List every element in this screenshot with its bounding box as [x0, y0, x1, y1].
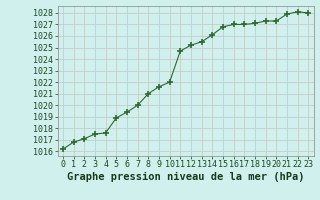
X-axis label: Graphe pression niveau de la mer (hPa): Graphe pression niveau de la mer (hPa) [67, 172, 304, 182]
